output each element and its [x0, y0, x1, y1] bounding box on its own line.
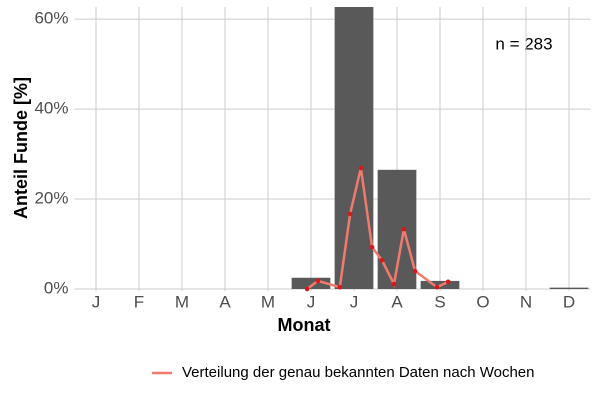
point [358, 165, 364, 171]
point [369, 244, 375, 250]
x-axis-title: Monat [278, 315, 331, 335]
x-tick-label: A [219, 292, 231, 311]
y-axis-title: Anteil Funde [%] [11, 77, 31, 219]
annotation: n = 283 [495, 34, 552, 53]
point [304, 286, 310, 292]
x-tick-label: D [563, 292, 575, 311]
y-tick-label: 0% [44, 278, 69, 297]
y-tick-label: 40% [34, 99, 68, 118]
x-tick-label: J [350, 292, 359, 311]
point [401, 226, 407, 232]
point [445, 279, 451, 285]
x-tick-label: J [92, 292, 101, 311]
x-tick-label: F [134, 292, 144, 311]
point [315, 278, 321, 284]
point [337, 284, 343, 290]
legend-label: Verteilung der genau bekannten Daten nac… [182, 364, 535, 381]
point [347, 211, 353, 217]
line [306, 167, 449, 290]
bar [291, 277, 331, 289]
x-tick-label: M [261, 292, 275, 311]
point [434, 284, 440, 290]
point [391, 281, 397, 287]
bar [549, 287, 589, 289]
point [412, 268, 418, 274]
bar [334, 7, 374, 289]
point [379, 257, 385, 263]
y-tick-label: 60% [34, 9, 68, 28]
x-tick-label: O [476, 292, 489, 311]
x-tick-label: S [434, 292, 445, 311]
x-tick-label: N [520, 292, 532, 311]
y-tick-label: 20% [34, 189, 68, 208]
x-tick-label: M [175, 292, 189, 311]
x-tick-label: J [307, 292, 316, 311]
x-tick-label: A [391, 292, 403, 311]
